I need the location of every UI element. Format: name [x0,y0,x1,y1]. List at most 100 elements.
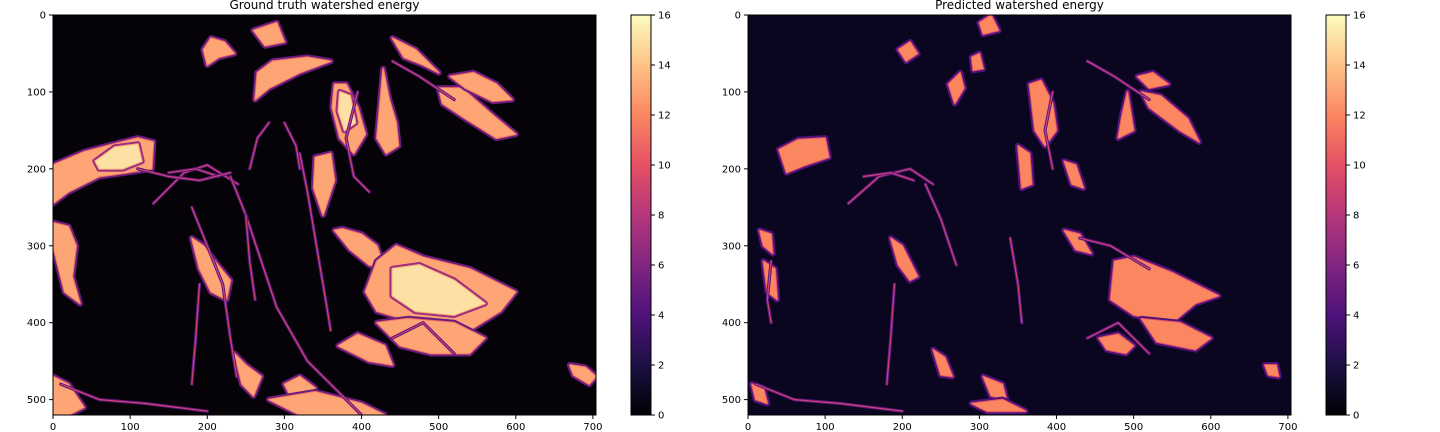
energy-region [53,219,83,307]
ridge-inner [137,168,231,181]
x-tick-label: 600 [1201,422,1220,432]
x-tick-label: 500 [429,422,448,432]
colorbar-ticks: 0 2 4 6 8 10 12 14 16 [1346,11,1366,422]
ridge-inner [886,283,896,385]
x-tick-label: 300 [275,422,294,432]
x-tick-label: 100 [816,422,835,432]
ground-truth-panel: Ground truth watershed energy 0 100 200 300… [27,0,671,432]
x-tick-label: 400 [352,422,371,432]
ridge-inner [60,383,208,412]
y-tick-label: 0 [40,11,46,22]
region-core [313,153,335,215]
region-core [334,228,385,269]
region-core [890,238,918,281]
region-core [376,318,485,354]
region-core [1064,161,1084,189]
ridge-inner [863,172,915,181]
colorbar-tick-label: 14 [1353,61,1366,72]
boundary-ridge [136,167,232,182]
region-core [979,15,999,35]
boundary-ridge [1078,236,1151,271]
plot-frame [747,14,1292,416]
colorbar-tick-label: 0 [658,411,664,422]
ridge-inner [299,152,332,331]
energy-region [92,141,145,172]
boundary-ridge [282,121,302,171]
region-core [376,68,399,154]
region-core [392,38,439,73]
y-tick-label: 500 [27,395,46,406]
y-axis: 0 100 200 300 400 500 [27,11,53,406]
energy-region [435,85,519,142]
colorbar-tick-label: 10 [1353,161,1366,172]
ridge-inner [391,60,455,101]
energy-region [1061,158,1087,192]
boundary-ridge [190,282,202,386]
predicted-panel: Predicted watershed energy 0 100 200 300 400… [722,0,1366,432]
colorbar-tick-label: 16 [1353,11,1366,22]
colorbar-tick-label: 2 [658,361,664,372]
x-tick-label: 600 [506,422,525,432]
y-tick-label: 0 [735,11,741,22]
y-tick-label: 500 [722,395,741,406]
boundary-ridge [244,213,257,302]
chart-title: Ground truth watershed energy [230,0,420,12]
energy-region [775,135,832,176]
ridge-inner [168,168,220,178]
energy-region [1061,227,1095,257]
region-core [438,88,516,139]
y-tick-label: 300 [27,241,46,252]
heatmap-plot [53,19,596,415]
boundary-ridge [190,205,239,379]
plot-frame [52,14,597,416]
energy-region [53,373,87,415]
boundary-ridge [390,59,456,102]
energy-region [945,69,967,107]
region-core [1064,230,1092,254]
colorbar-tick-label: 8 [658,211,664,222]
energy-region [968,50,987,74]
ridge-inner [345,91,370,193]
y-axis: 0 100 200 300 400 500 [722,11,748,406]
colorbar-tick-label: 16 [658,11,671,22]
x-tick-label: 100 [121,422,140,432]
region-core [450,72,512,102]
energy-region [1107,254,1222,326]
region-core [203,38,235,65]
colorbar-tick-label: 14 [658,61,671,72]
energy-region [1095,331,1137,357]
energy-region [335,331,396,368]
x-tick-label: 500 [1124,422,1143,432]
colorbar-tick-label: 12 [658,111,671,122]
region-core [338,334,393,365]
region-core [1018,145,1032,189]
energy-region [310,150,338,218]
region-core [933,349,953,377]
region-core [948,72,964,104]
region-core [191,238,231,300]
ridge-inner [755,383,903,412]
region-core [1029,80,1057,146]
energy-region [389,35,442,76]
energy-region [373,65,402,157]
y-tick-label: 400 [722,318,741,329]
boundary-ridge [1008,236,1024,325]
energy-region [930,346,956,380]
boundary-ridge [59,382,209,413]
y-tick-label: 100 [27,87,46,98]
colorbar-tick-label: 8 [1353,211,1359,222]
colorbar-tick-label: 12 [1353,111,1366,122]
colorbar-tick-label: 6 [658,261,664,272]
y-tick-label: 200 [27,164,46,175]
colorbar-tick-label: 4 [658,311,664,322]
region-core [253,22,285,46]
region-core [778,138,829,173]
region-core [1141,91,1200,142]
colorbar-tick-label: 4 [1353,311,1359,322]
ridge-inner [1086,60,1150,101]
boundary-ridge [1085,59,1151,102]
energy-region [231,350,265,399]
region-core [53,222,80,304]
region-core [1098,334,1134,354]
